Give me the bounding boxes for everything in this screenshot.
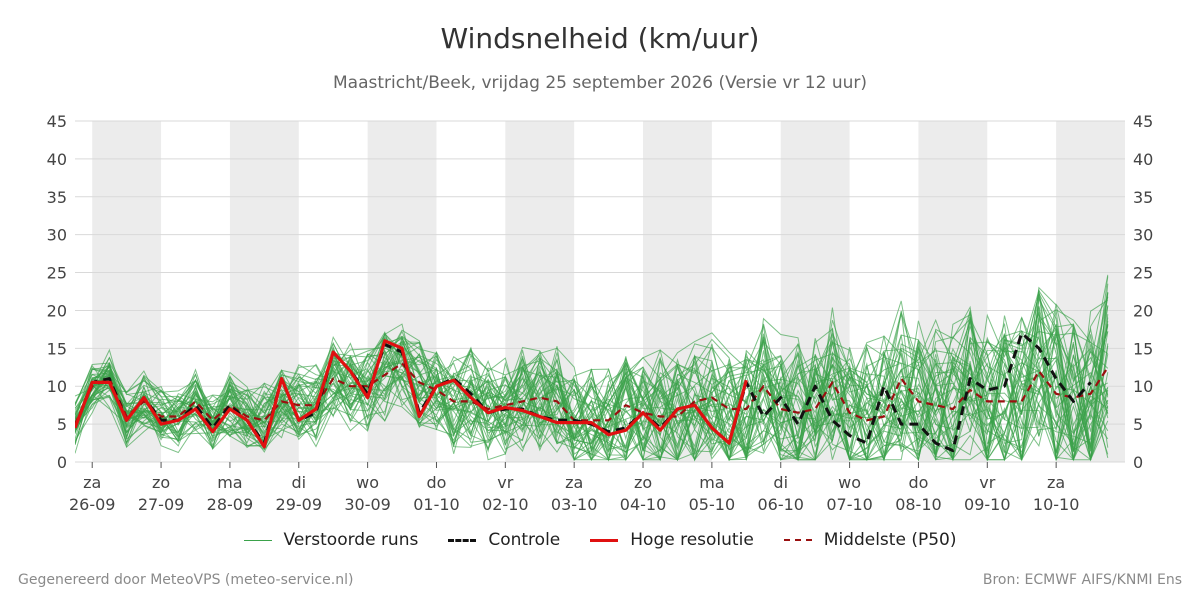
legend-swatch-hires bbox=[590, 538, 619, 542]
y-tick-right-5: 5 bbox=[1133, 415, 1143, 434]
y-tick-left-20: 20 bbox=[47, 301, 67, 320]
ensemble-member-line-49 bbox=[75, 318, 1109, 462]
legend-item-control[interactable]: Controle bbox=[448, 530, 560, 550]
ensemble-member-line-47 bbox=[75, 339, 1109, 462]
legend-label-hires: Hoge resolutie bbox=[630, 530, 754, 550]
x-tick-day-8: zo bbox=[634, 473, 652, 492]
x-tick-day-2: ma bbox=[217, 473, 242, 492]
x-tick-date-2: 28-09 bbox=[207, 495, 254, 514]
hires-line bbox=[75, 339, 748, 449]
y-tick-left-15: 15 bbox=[47, 339, 67, 358]
x-tick-day-3: di bbox=[291, 473, 306, 492]
y-tick-right-25: 25 bbox=[1133, 264, 1153, 283]
x-tick-date-9: 05-10 bbox=[689, 495, 736, 514]
x-tick-date-13: 09-10 bbox=[964, 495, 1011, 514]
y-tick-right-0: 0 bbox=[1133, 453, 1143, 472]
ensemble-member-line-10 bbox=[75, 330, 1109, 462]
legend-swatch-ensemble bbox=[243, 539, 272, 541]
y-tick-left-5: 5 bbox=[57, 415, 67, 434]
x-tick-day-14: za bbox=[1047, 473, 1065, 492]
y-tick-left-35: 35 bbox=[47, 188, 67, 207]
ensemble-member-line-28 bbox=[75, 318, 1109, 460]
footer-source: Bron: ECMWF AIFS/KNMI Ens bbox=[982, 572, 1182, 588]
x-tick-day-10: di bbox=[773, 473, 788, 492]
x-tick-day-12: do bbox=[908, 473, 928, 492]
legend-swatch-control bbox=[448, 538, 477, 542]
chart-subtitle: Maastricht/Beek, vrijdag 25 september 20… bbox=[332, 73, 867, 93]
x-tick-date-7: 03-10 bbox=[551, 495, 598, 514]
x-tick-day-0: za bbox=[83, 473, 101, 492]
ensemble-member-line-35 bbox=[75, 319, 1109, 462]
y-axis-left: 0 5 10 15 20 25 30 35 40 45 bbox=[47, 112, 67, 472]
legend-swatch-median bbox=[783, 539, 812, 541]
y-tick-right-35: 35 bbox=[1133, 188, 1153, 207]
y-tick-left-25: 25 bbox=[47, 264, 67, 283]
y-tick-right-30: 30 bbox=[1133, 226, 1153, 245]
x-tick-day-9: ma bbox=[699, 473, 724, 492]
x-tick-date-6: 02-10 bbox=[482, 495, 529, 514]
ensemble-member-line-41 bbox=[75, 320, 1109, 462]
y-axis-right: 0 5 10 15 20 25 30 35 40 45 bbox=[1133, 112, 1153, 472]
x-tick-day-13: vr bbox=[979, 473, 995, 492]
ensemble-series-group bbox=[75, 274, 1109, 462]
y-tick-left-0: 0 bbox=[57, 453, 67, 472]
y-tick-left-40: 40 bbox=[47, 150, 67, 169]
x-axis: za 26-09 zo 27-09 ma 28-09 di 29-09 wo 30-09 do 01-… bbox=[69, 462, 1079, 514]
x-tick-date-0: 26-09 bbox=[69, 495, 116, 514]
x-tick-date-4: 30-09 bbox=[344, 495, 391, 514]
legend-item-median[interactable]: Middelste (P50) bbox=[783, 530, 957, 550]
y-tick-left-30: 30 bbox=[47, 226, 67, 245]
x-tick-date-14: 10-10 bbox=[1033, 495, 1080, 514]
chart-title: Windsnelheid (km/uur) bbox=[440, 22, 760, 55]
y-tick-left-10: 10 bbox=[47, 377, 67, 396]
ensemble-member-line-26 bbox=[75, 333, 1109, 462]
ensemble-member-line-44 bbox=[75, 309, 1109, 456]
legend-label-median: Middelste (P50) bbox=[823, 530, 957, 550]
x-tick-date-12: 08-10 bbox=[895, 495, 942, 514]
footer-generated-by: Gegenereerd door MeteoVPS (meteo-service… bbox=[18, 572, 354, 588]
x-tick-date-11: 07-10 bbox=[826, 495, 873, 514]
legend-item-ensemble[interactable]: Verstoorde runs bbox=[243, 530, 419, 550]
legend: Verstoorde runs Controle Hoge resolutie … bbox=[0, 530, 1200, 550]
y-tick-right-15: 15 bbox=[1133, 339, 1153, 358]
y-tick-right-20: 20 bbox=[1133, 301, 1153, 320]
x-tick-day-4: wo bbox=[356, 473, 379, 492]
x-tick-date-3: 29-09 bbox=[276, 495, 323, 514]
ensemble-member-line-48 bbox=[75, 310, 1109, 462]
legend-label-control: Controle bbox=[488, 530, 561, 550]
y-tick-right-10: 10 bbox=[1133, 377, 1153, 396]
x-tick-date-8: 04-10 bbox=[620, 495, 667, 514]
y-tick-right-45: 45 bbox=[1133, 112, 1153, 131]
x-tick-day-11: wo bbox=[838, 473, 861, 492]
y-tick-right-40: 40 bbox=[1133, 150, 1153, 169]
legend-label-ensemble: Verstoorde runs bbox=[283, 530, 419, 550]
ensemble-member-line-45 bbox=[75, 334, 1109, 462]
median-line bbox=[75, 362, 1109, 425]
y-tick-left-45: 45 bbox=[47, 112, 67, 131]
x-tick-day-5: do bbox=[426, 473, 446, 492]
legend-item-hires[interactable]: Hoge resolutie bbox=[590, 530, 754, 550]
x-tick-date-5: 01-10 bbox=[413, 495, 460, 514]
ensemble-member-line-43 bbox=[75, 347, 1109, 462]
x-tick-day-7: za bbox=[565, 473, 583, 492]
ensemble-member-line-30 bbox=[75, 289, 1109, 460]
x-tick-date-10: 06-10 bbox=[757, 495, 804, 514]
x-tick-day-6: vr bbox=[497, 473, 513, 492]
ensemble-member-line-21 bbox=[75, 311, 1109, 461]
ensemble-member-line-46 bbox=[75, 310, 1109, 462]
main-series-group bbox=[75, 331, 1109, 453]
x-tick-day-1: zo bbox=[152, 473, 170, 492]
x-tick-date-1: 27-09 bbox=[138, 495, 185, 514]
